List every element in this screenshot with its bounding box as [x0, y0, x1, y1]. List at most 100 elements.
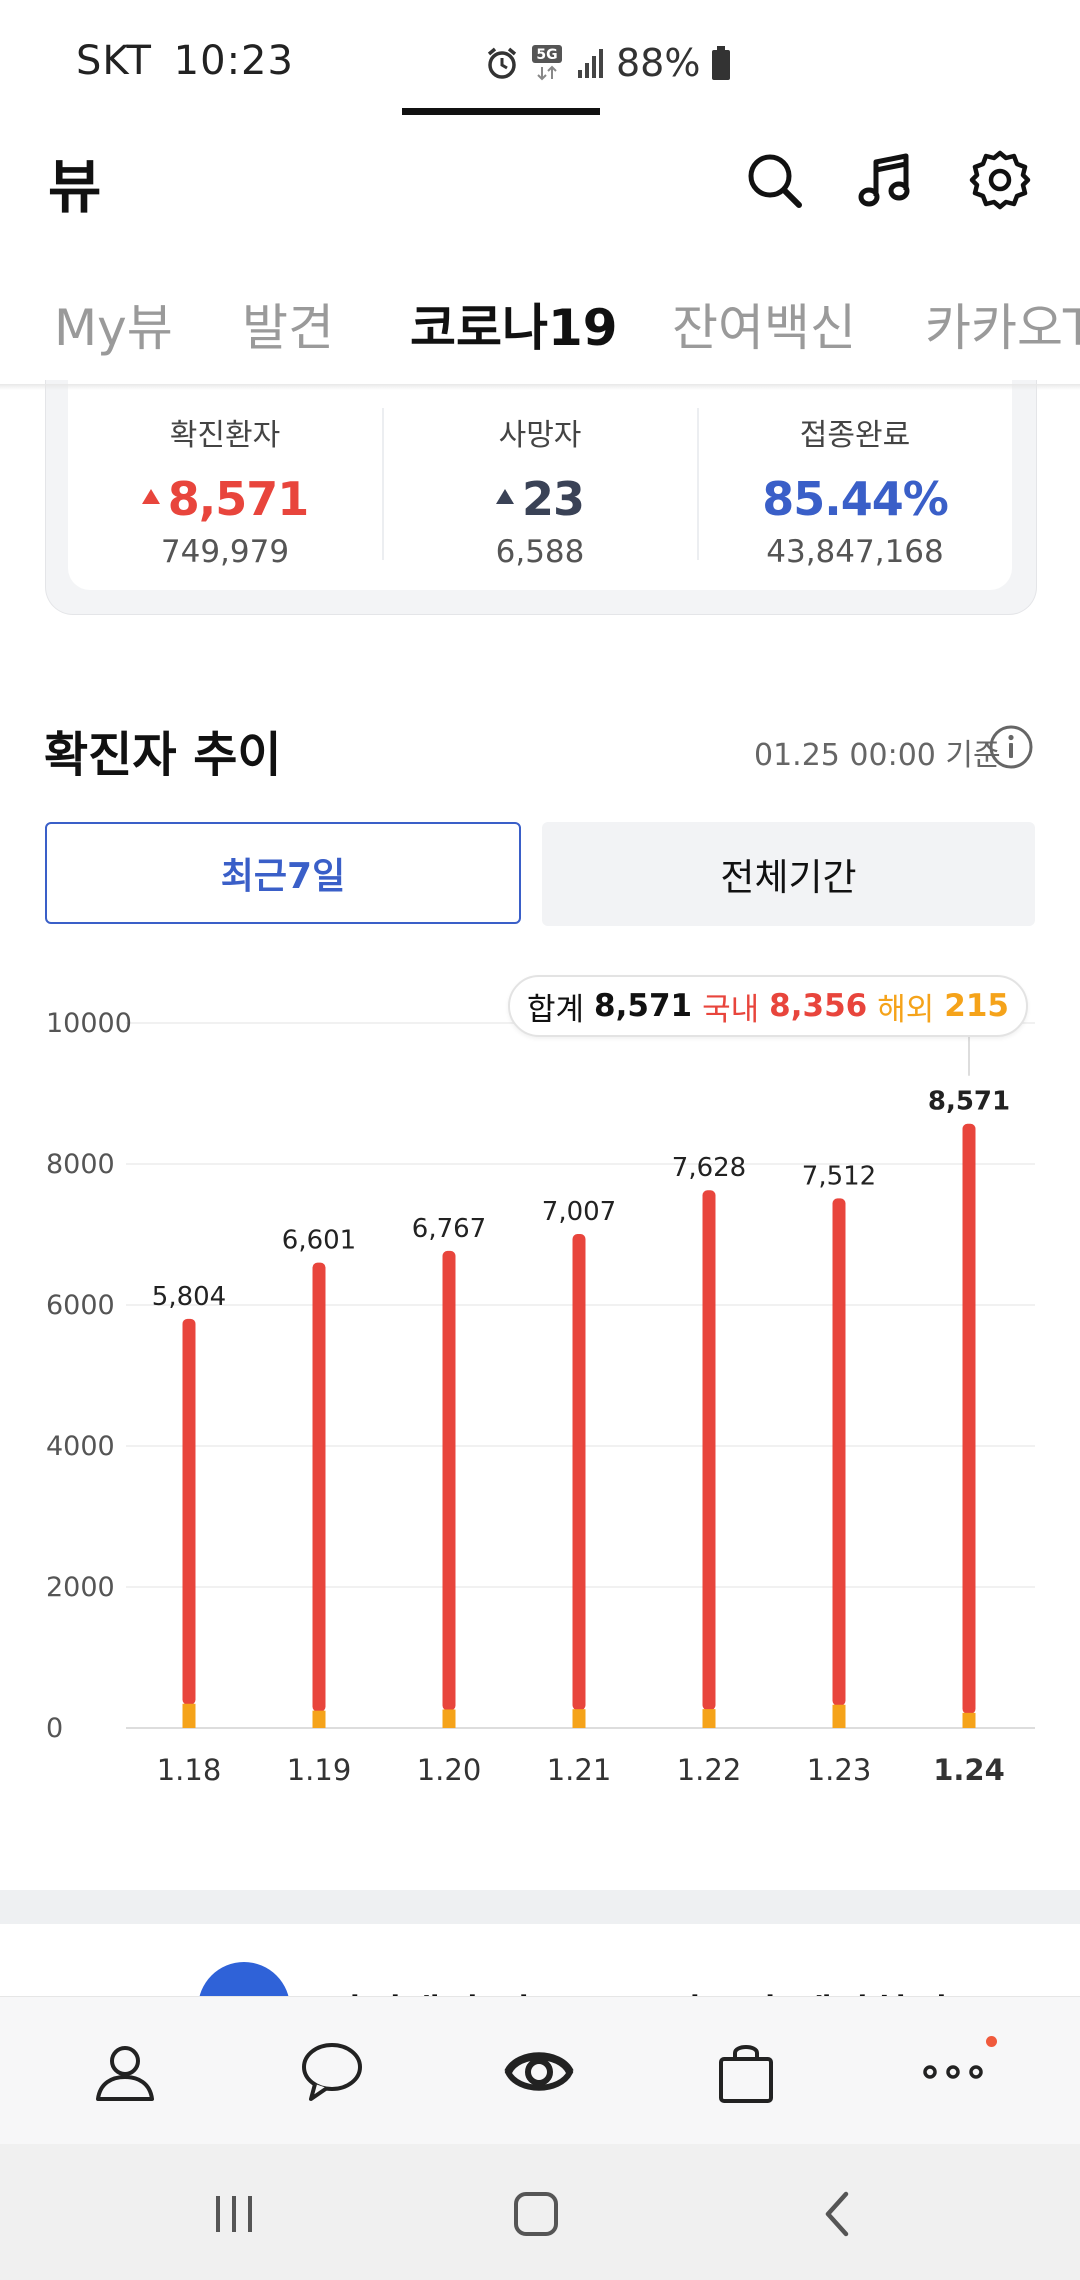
x-tick-label: 1.22	[677, 1753, 742, 1787]
y-tick-label: 2000	[46, 1572, 115, 1603]
x-tick-label: 1.18	[157, 1753, 222, 1787]
y-tick-label: 8000	[46, 1149, 115, 1180]
stat-confirmed: 확진환자 8,571 749,979	[68, 410, 382, 570]
bar-value-label: 5,804	[152, 1282, 226, 1312]
tooltip-sum-value: 8,571	[594, 988, 693, 1024]
x-tick-label: 1.24	[933, 1753, 1005, 1787]
chat-bubble-icon[interactable]	[297, 2037, 367, 2107]
bar-domestic[interactable]	[702, 1190, 716, 1711]
tab-kakao-t[interactable]: 카카오T	[925, 299, 1080, 357]
stat-deaths: 사망자 23 6,588	[383, 410, 697, 570]
x-tick-label: 1.20	[417, 1753, 482, 1787]
bar-value-label: 6,601	[282, 1226, 356, 1256]
chart-tooltip: 합계 8,571 국내 8,356 해외 215	[508, 975, 1028, 1037]
bar-value-label: 6,767	[412, 1214, 486, 1244]
y-tick-label: 10000	[46, 1008, 132, 1039]
bar-domestic[interactable]	[962, 1123, 976, 1714]
signal-bars-icon	[578, 49, 603, 78]
bar-domestic[interactable]	[182, 1318, 196, 1705]
stat-deaths-total: 6,588	[495, 534, 585, 570]
settings-gear-icon[interactable]	[968, 148, 1032, 212]
system-navigation-bar	[0, 2144, 1080, 2280]
x-axis: 1.18 1.19 1.20 1.21 1.22 1.23 1.24	[157, 1753, 1005, 1787]
x-tick-label: 1.21	[547, 1753, 612, 1787]
page-title: 뷰	[48, 153, 102, 221]
person-icon[interactable]	[90, 2037, 160, 2107]
y-tick-label: 0	[46, 1713, 63, 1744]
more-dots-icon[interactable]	[918, 2037, 988, 2107]
network-5g-icon: 5G	[532, 45, 562, 81]
recent-7-days-button[interactable]: 최근7일	[45, 822, 521, 924]
bar-value-label: 8,571	[928, 1087, 1010, 1117]
status-indicators: 5G 88%	[484, 38, 732, 88]
tab-my-view[interactable]: My뷰	[54, 299, 173, 357]
bar-domestic[interactable]	[572, 1234, 586, 1711]
bar-overseas[interactable]	[572, 1709, 586, 1728]
tab-bar-shadow	[0, 384, 1080, 390]
chart-bars	[182, 1123, 976, 1728]
music-note-icon[interactable]	[854, 148, 918, 212]
stat-divider	[697, 408, 699, 560]
network-label: 5G	[536, 47, 557, 63]
view-eye-icon[interactable]	[504, 2037, 574, 2107]
x-tick-label: 1.23	[807, 1753, 872, 1787]
bar-value-label: 7,628	[672, 1153, 746, 1183]
confirmed-trend-chart: 10000 8000 6000 4000 2000 0 5,804 6,601 6,767 7,…	[46, 1008, 1035, 1787]
alarm-icon	[487, 47, 517, 79]
stats-card	[68, 380, 1012, 590]
bar-overseas[interactable]	[442, 1709, 456, 1728]
stat-vaccinated-label: 접종완료	[799, 418, 911, 453]
tooltip-overseas-label: 해외	[877, 991, 935, 1028]
bar-overseas[interactable]	[832, 1704, 846, 1728]
recent-apps-icon[interactable]	[204, 2184, 264, 2244]
vaccine-reservation-icon	[198, 1962, 290, 2000]
battery-icon	[712, 46, 731, 80]
shopping-bag-icon[interactable]	[711, 2037, 781, 2107]
bar-domestic[interactable]	[312, 1262, 326, 1712]
info-icon[interactable]	[988, 724, 1034, 770]
search-icon[interactable]	[742, 148, 806, 212]
stat-confirmed-today-row: 8,571	[68, 472, 382, 526]
back-icon[interactable]	[808, 2184, 868, 2244]
stat-confirmed-label: 확진환자	[169, 418, 281, 453]
bar-value-label: 7,007	[542, 1197, 616, 1227]
tab-covid19[interactable]: 코로나19	[410, 299, 618, 357]
status-carrier-time: SKT 10:23	[76, 38, 294, 84]
bar-overseas[interactable]	[182, 1703, 196, 1728]
stat-divider	[382, 408, 384, 560]
bar-value-label: 7,512	[802, 1161, 876, 1191]
y-tick-label: 6000	[46, 1290, 115, 1321]
tab-leftover-vaccine[interactable]: 잔여백신	[672, 299, 856, 357]
stat-vaccinated-total: 43,847,168	[766, 534, 944, 570]
stat-vaccinated-rate: 85.44%	[762, 472, 949, 526]
battery-percent: 88%	[616, 41, 701, 85]
bar-overseas[interactable]	[312, 1710, 326, 1728]
stat-deaths-today-row: 23	[383, 472, 697, 526]
tooltip-sum-label: 합계	[527, 991, 585, 1028]
tab-bar: My뷰 발견 코로나19 잔여백신 카카오T	[0, 268, 1080, 386]
promo-banner[interactable]: 잔여백신 자동으로 신보과 예약하기	[0, 1924, 1080, 2000]
bar-overseas[interactable]	[702, 1709, 716, 1728]
increase-triangle-icon	[141, 489, 160, 504]
promo-text: 잔여백신 자동으로 신보과 예약하기	[325, 1982, 948, 2000]
tooltip-overseas-value: 215	[944, 988, 1009, 1024]
bar-overseas[interactable]	[962, 1712, 976, 1728]
x-tick-label: 1.19	[287, 1753, 352, 1787]
increase-triangle-icon	[495, 489, 514, 504]
carrier-text: SKT	[76, 38, 152, 84]
status-bar: SKT 10:23 5G 88%	[0, 0, 1080, 130]
bar-domestic[interactable]	[832, 1198, 846, 1706]
bottom-navigation	[0, 1996, 1080, 2145]
tab-discover[interactable]: 발견	[242, 299, 334, 357]
y-axis: 10000 8000 6000 4000 2000 0	[46, 1008, 132, 1744]
section-separator	[0, 1890, 1080, 1924]
stat-deaths-label: 사망자	[498, 418, 582, 453]
home-icon[interactable]	[506, 2184, 566, 2244]
bar-value-labels: 5,804 6,601 6,767 7,007 7,628 7,512 8,571	[152, 1087, 1010, 1312]
bar-domestic[interactable]	[442, 1250, 456, 1711]
stat-confirmed-today: 8,571	[167, 472, 310, 526]
tooltip-domestic-label: 국내	[702, 991, 760, 1028]
active-tab-indicator	[402, 108, 600, 115]
section-title: 확진자 추이	[44, 727, 282, 783]
all-period-button[interactable]: 전체기간	[542, 822, 1035, 926]
